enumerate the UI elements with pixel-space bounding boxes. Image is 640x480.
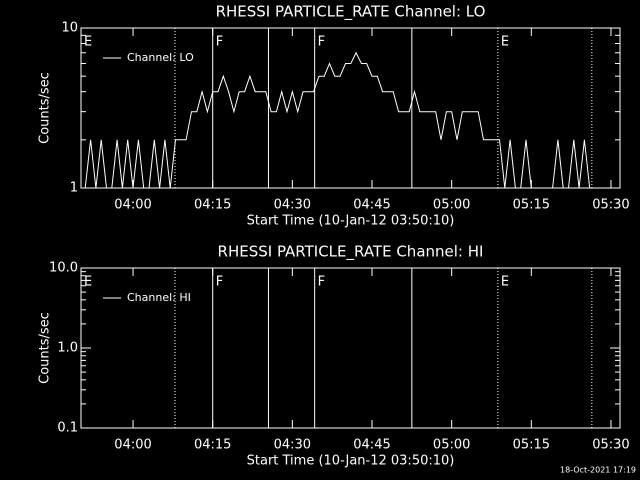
event-annotation: E [84, 275, 92, 290]
y-tick-label: 1.0 [57, 341, 78, 356]
event-annotation: E [501, 35, 509, 50]
y-axis-label: Counts/sec [38, 72, 53, 144]
chart-title: RHESSI PARTICLE_RATE Channel: HI [218, 243, 484, 262]
x-tick-label: 05:00 [433, 438, 470, 453]
plot-frame [80, 27, 621, 189]
legend-label: Channel: LO [127, 51, 194, 64]
event-annotation: F [318, 275, 325, 290]
x-tick-label: 04:15 [194, 198, 231, 213]
y-tick-label: 0.1 [57, 421, 78, 436]
x-tick-label: 05:00 [433, 198, 470, 213]
y-axis-label: Counts/sec [38, 312, 53, 384]
x-tick-label: 04:30 [274, 198, 311, 213]
x-tick-label: 04:00 [114, 198, 151, 213]
event-annotation: F [216, 275, 223, 290]
legend-label: Channel: HI [127, 291, 191, 304]
x-tick-label: 05:15 [513, 438, 550, 453]
chart-title: RHESSI PARTICLE_RATE Channel: LO [216, 3, 486, 22]
x-axis-label: Start Time (10-Jan-12 03:50:10) [247, 454, 455, 469]
x-tick-label: 04:00 [114, 438, 151, 453]
x-tick-label: 05:30 [592, 198, 629, 213]
event-annotation: E [501, 275, 509, 290]
x-tick-label: 04:30 [274, 438, 311, 453]
event-annotation: F [216, 35, 223, 50]
x-tick-label: 04:45 [353, 438, 390, 453]
data-line [84, 51, 591, 189]
x-tick-label: 04:45 [353, 198, 390, 213]
event-annotation: E [84, 35, 92, 50]
footer-date: 18-Oct-2021 17:19 [560, 466, 636, 475]
y-tick-label: 1 [70, 181, 78, 196]
x-tick-label: 05:30 [592, 438, 629, 453]
x-axis-label: Start Time (10-Jan-12 03:50:10) [247, 214, 455, 229]
y-tick-label: 10 [61, 21, 78, 36]
y-tick-label: 10.0 [49, 261, 78, 276]
event-annotation: F [318, 35, 325, 50]
x-tick-label: 04:15 [194, 438, 231, 453]
x-tick-label: 05:15 [513, 198, 550, 213]
